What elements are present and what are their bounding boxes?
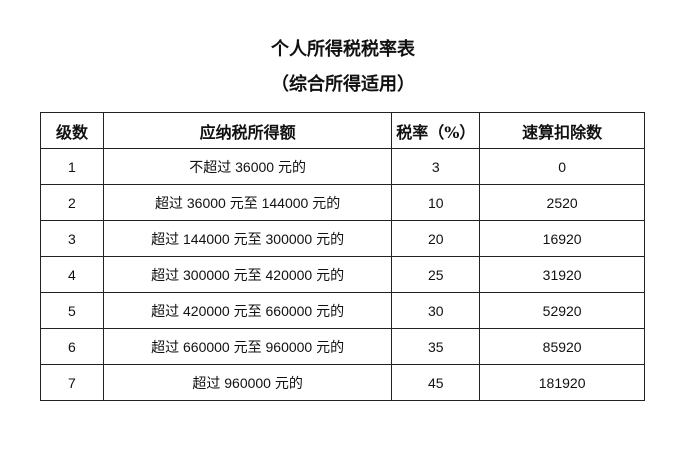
- cell-level: 1: [40, 148, 104, 185]
- cell-level: 6: [40, 328, 104, 365]
- cell-quick-deduction: 85920: [479, 328, 645, 365]
- table-row: 6 超过 660000 元至 960000 元的 35 85920: [40, 328, 645, 365]
- cell-taxable-income: 不超过 36000 元的: [102, 148, 393, 185]
- table-row: 2 超过 36000 元至 144000 元的 10 2520: [40, 184, 645, 221]
- header-taxable-income: 应纳税所得额: [102, 112, 393, 149]
- table-row: 5 超过 420000 元至 660000 元的 30 52920: [40, 292, 645, 329]
- cell-taxable-income: 超过 660000 元至 960000 元的: [102, 328, 393, 365]
- cell-quick-deduction: 31920: [479, 256, 645, 293]
- cell-level: 4: [40, 256, 104, 293]
- cell-tax-rate: 35: [391, 328, 481, 365]
- table-row: 3 超过 144000 元至 300000 元的 20 16920: [40, 220, 645, 257]
- table-row: 7 超过 960000 元的 45 181920: [40, 364, 645, 401]
- cell-taxable-income: 超过 144000 元至 300000 元的: [102, 220, 393, 257]
- cell-taxable-income: 超过 300000 元至 420000 元的: [102, 256, 393, 293]
- table-header-row: 级数 应纳税所得额 税率（%） 速算扣除数: [40, 112, 645, 149]
- table-row: 4 超过 300000 元至 420000 元的 25 31920: [40, 256, 645, 293]
- cell-tax-rate: 20: [391, 220, 481, 257]
- cell-quick-deduction: 2520: [479, 184, 645, 221]
- cell-level: 5: [40, 292, 104, 329]
- header-level: 级数: [40, 112, 104, 149]
- cell-taxable-income: 超过 420000 元至 660000 元的: [102, 292, 393, 329]
- page-title: 个人所得税税率表: [271, 39, 415, 60]
- cell-quick-deduction: 0: [479, 148, 645, 185]
- tax-rate-table: 级数 应纳税所得额 税率（%） 速算扣除数 1 不超过 36000 元的 3 0 2 超过…: [40, 112, 645, 401]
- header-tax-rate: 税率（%）: [391, 112, 481, 149]
- table-row: 1 不超过 36000 元的 3 0: [40, 148, 645, 185]
- cell-tax-rate: 3: [391, 148, 481, 185]
- page-subtitle: （综合所得适用）: [271, 74, 415, 95]
- cell-tax-rate: 30: [391, 292, 481, 329]
- header-quick-deduction: 速算扣除数: [479, 112, 645, 149]
- cell-level: 3: [40, 220, 104, 257]
- cell-taxable-income: 超过 960000 元的: [102, 364, 393, 401]
- cell-tax-rate: 25: [391, 256, 481, 293]
- cell-quick-deduction: 16920: [479, 220, 645, 257]
- cell-quick-deduction: 52920: [479, 292, 645, 329]
- cell-tax-rate: 10: [391, 184, 481, 221]
- cell-tax-rate: 45: [391, 364, 481, 401]
- cell-level: 2: [40, 184, 104, 221]
- cell-level: 7: [40, 364, 104, 401]
- cell-quick-deduction: 181920: [479, 364, 645, 401]
- cell-taxable-income: 超过 36000 元至 144000 元的: [102, 184, 393, 221]
